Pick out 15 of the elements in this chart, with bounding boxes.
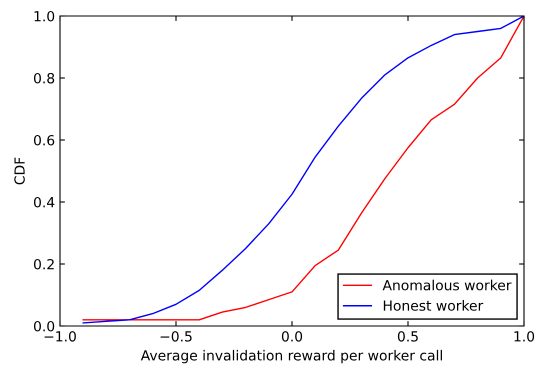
y-tick-label: 0.0 (34, 320, 54, 332)
legend-label: Anomalous worker (382, 280, 512, 290)
y-tick-label: 0.8 (34, 72, 54, 84)
y-tick-label: 0.4 (34, 196, 54, 208)
x-axis-title: Average invalidation reward per worker call (140, 350, 442, 364)
x-tick-label: 1.0 (514, 331, 534, 342)
y-tick-label: 0.2 (34, 258, 54, 270)
x-tick-label: 0.5 (398, 331, 418, 342)
x-tick-label: 0.0 (282, 331, 302, 342)
x-tick-label: −0.5 (160, 331, 192, 342)
legend-label: Honest worker (384, 300, 484, 311)
y-axis-title: CDF (14, 158, 25, 184)
y-tick-label: 0.6 (34, 134, 54, 146)
x-tick-label: −1.0 (44, 331, 76, 342)
y-tick-label: 1.0 (34, 10, 54, 22)
